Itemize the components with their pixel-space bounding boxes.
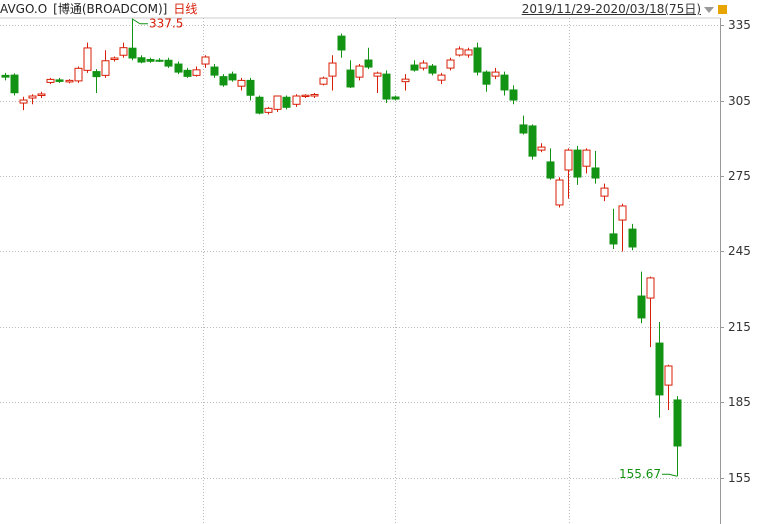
candle-body — [509, 89, 518, 101]
candle-body — [391, 96, 400, 100]
candle-body — [101, 60, 110, 76]
y-tick-label: 155 — [728, 471, 751, 485]
candle-body — [364, 59, 373, 68]
high-label: 337.5 — [149, 16, 183, 30]
period: 日线 — [173, 2, 198, 16]
candle-body — [146, 59, 155, 62]
y-tick-label: 335 — [728, 18, 751, 32]
candle-body — [491, 71, 500, 77]
candle-body — [174, 63, 183, 73]
candle-body — [273, 95, 282, 110]
candle-body — [664, 365, 673, 386]
low-label: 155.67 — [619, 467, 661, 481]
candle-body — [373, 72, 382, 77]
candle-body — [564, 149, 573, 171]
candle-body — [382, 73, 391, 100]
candle-body — [528, 125, 537, 157]
candle-body — [46, 78, 55, 83]
candle-body — [210, 66, 219, 76]
candle-body — [110, 57, 119, 61]
candle-body — [155, 59, 164, 62]
candle-body — [464, 49, 473, 56]
candle-body — [600, 187, 609, 197]
candle-body — [282, 96, 291, 108]
candle-body — [255, 96, 264, 114]
candle-body — [1, 74, 10, 78]
candle-body — [55, 79, 64, 82]
menu-icons[interactable] — [704, 5, 727, 14]
candle-body — [646, 277, 655, 299]
candle-body — [65, 79, 74, 83]
candle-body — [546, 161, 555, 179]
candle-body — [410, 64, 419, 71]
candle-body — [228, 73, 237, 81]
header: AVGO.O [博通(BROADCOM)] 日线 — [0, 0, 720, 18]
candle-body — [609, 233, 618, 245]
candle-body — [319, 77, 328, 85]
candle-body — [74, 67, 83, 82]
candle-body — [28, 95, 37, 99]
candle-body — [673, 399, 682, 447]
candle-body — [19, 99, 28, 104]
candle-body — [264, 107, 273, 113]
candle-body — [428, 65, 437, 74]
candle-body — [637, 295, 646, 319]
candle-body — [37, 93, 46, 96]
candle-body — [128, 47, 137, 59]
ticker: AVGO.O — [0, 2, 48, 16]
y-tick-label: 185 — [728, 395, 751, 409]
candle-body — [219, 76, 228, 86]
candle-body — [10, 74, 19, 94]
y-tick-label: 275 — [728, 169, 751, 183]
candle-body — [519, 124, 528, 134]
candle-body — [192, 69, 201, 76]
annotation-arrow — [131, 18, 148, 25]
candle-body — [473, 47, 482, 73]
y-tick-label: 305 — [728, 94, 751, 108]
candle-body — [500, 74, 509, 91]
y-tick-label: 215 — [728, 320, 751, 334]
candle-body — [455, 48, 464, 56]
candle-body — [183, 69, 192, 77]
candle-body — [591, 167, 600, 179]
candle-body — [655, 342, 664, 396]
candle-body — [419, 62, 428, 69]
candle-body — [446, 59, 455, 69]
candle-body — [328, 62, 337, 77]
stock-name: [博通(BROADCOM)] — [53, 2, 168, 16]
candle-body — [618, 205, 627, 221]
candle-body — [628, 228, 637, 248]
candle-body — [437, 74, 446, 81]
candle-body — [201, 56, 210, 65]
candle-body — [301, 94, 310, 98]
candle-body — [346, 69, 355, 88]
candle-body — [582, 149, 591, 167]
candle-body — [137, 57, 146, 63]
annotation-arrow — [662, 473, 678, 477]
candle-body — [237, 79, 246, 87]
candle-body — [246, 79, 255, 96]
candle-body — [310, 93, 319, 97]
candle-body — [164, 59, 173, 67]
lock-icon[interactable] — [718, 5, 727, 14]
candle-body — [401, 78, 410, 83]
candle-body — [83, 47, 92, 71]
candle-body — [355, 65, 364, 78]
candle-body — [555, 179, 564, 206]
candle-body — [482, 71, 491, 85]
candle-body — [537, 146, 546, 151]
dropdown-icon[interactable] — [704, 7, 714, 13]
candle-body — [292, 95, 301, 105]
y-tick-label: 245 — [728, 244, 751, 258]
candle-body — [337, 35, 346, 51]
date-range[interactable]: 2019/11/29-2020/03/18(75日) — [521, 2, 701, 16]
candle-body — [573, 149, 582, 178]
candle-body — [119, 47, 128, 56]
candle-body — [92, 71, 101, 78]
